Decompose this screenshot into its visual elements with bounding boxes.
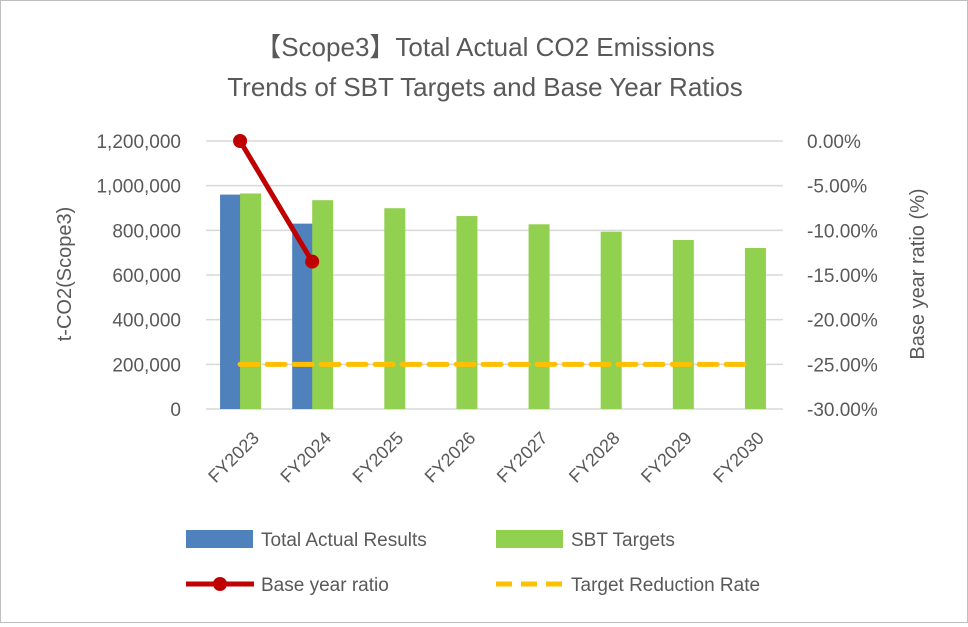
y-tick-label: 0 <box>170 400 181 421</box>
bar-sbt-targets <box>456 216 478 409</box>
x-tick-label: FY2025 <box>349 428 408 487</box>
legend-swatch-total-actual-results <box>186 530 253 548</box>
x-tick-label: FY2030 <box>709 428 768 487</box>
y2-tick-label: -25.00% <box>807 355 878 376</box>
bar-sbt-targets <box>528 224 550 409</box>
y-tick-label: 600,000 <box>112 266 181 287</box>
legend-label-sbt-targets: SBT Targets <box>571 530 675 551</box>
legend-label-total-actual-results: Total Actual Results <box>261 530 427 551</box>
x-tick-label: FY2024 <box>276 428 335 487</box>
legend-swatch-sbt-targets <box>496 530 563 548</box>
y-tick-label: 400,000 <box>112 311 181 332</box>
x-tick-label: FY2026 <box>421 428 480 487</box>
line-base-year-ratio <box>237 138 315 265</box>
y2-tick-label: -15.00% <box>807 266 878 287</box>
bar-sbt-targets <box>384 208 406 409</box>
legend-marker-base-year-ratio <box>213 577 227 591</box>
y2-tick-label: -20.00% <box>807 311 878 332</box>
legend-label-target-reduction-rate: Target Reduction Rate <box>571 575 760 596</box>
y2-tick-label: 0.00% <box>807 132 861 153</box>
marker-base-year-ratio <box>233 134 248 148</box>
bar-sbt-targets <box>672 239 694 409</box>
chart-title-line-2: Trends of SBT Targets and Base Year Rati… <box>227 72 743 102</box>
bar-total-actual-results <box>292 223 314 409</box>
chart-title-line-1: 【Scope3】Total Actual CO2 Emissions <box>255 32 715 62</box>
x-tick-label: FY2027 <box>493 428 552 487</box>
bar-sbt-targets <box>744 247 766 409</box>
bar-total-actual-results <box>220 194 242 409</box>
y-tick-label: 200,000 <box>112 355 181 376</box>
y-tick-label: 1,000,000 <box>96 177 181 198</box>
marker-base-year-ratio <box>305 254 320 269</box>
bar-sbt-targets <box>240 193 262 409</box>
x-tick-label: FY2023 <box>204 428 263 487</box>
bar-sbt-targets <box>312 200 334 409</box>
bar-sbt-targets <box>600 231 622 409</box>
y-tick-label: 800,000 <box>112 221 181 242</box>
x-tick-label: FY2028 <box>565 428 624 487</box>
y2-tick-label: -5.00% <box>807 177 867 198</box>
y2-axis-title: Base year ratio (%) <box>907 188 929 359</box>
y-axis-title: t-CO2(Scope3) <box>54 207 76 342</box>
x-tick-label: FY2029 <box>637 428 696 487</box>
y-tick-label: 1,200,000 <box>96 132 181 153</box>
y2-tick-label: -30.00% <box>807 400 878 421</box>
legend-label-base-year-ratio: Base year ratio <box>261 575 389 596</box>
y2-tick-label: -10.00% <box>807 221 878 242</box>
